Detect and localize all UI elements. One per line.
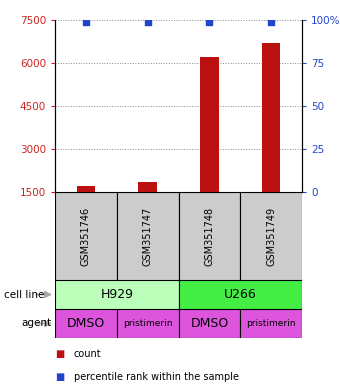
Text: pristimerin: pristimerin [123,319,172,328]
Bar [55,192,117,280]
Bar [76,186,95,235]
Text: GSM351749: GSM351749 [266,207,276,266]
Bar [240,192,302,280]
Text: count: count [74,349,101,359]
Text: percentile rank within the sample: percentile rank within the sample [74,372,239,382]
Text: cell line: cell line [4,290,45,300]
Text: GSM351746: GSM351746 [81,207,91,266]
Text: pristimerin: pristimerin [246,319,296,328]
Bar [117,309,178,338]
Point [207,19,212,25]
Text: U266: U266 [224,288,257,301]
Text: agent: agent [21,318,52,328]
Bar [55,309,117,338]
Text: GSM351747: GSM351747 [142,206,153,266]
Text: ■: ■ [55,349,64,359]
Point [268,19,274,25]
Point [83,19,89,25]
Text: DMSO: DMSO [190,317,228,330]
Bar [200,57,219,235]
Bar [117,192,178,280]
Bar [178,192,240,280]
Text: GSM351748: GSM351748 [204,207,215,266]
Text: ■: ■ [55,372,64,382]
Bar [138,182,157,235]
Bar [240,309,302,338]
Point [145,19,150,25]
Bar [178,280,302,309]
Text: H929: H929 [100,288,133,301]
Bar [178,309,240,338]
Text: DMSO: DMSO [67,317,105,330]
Bar [55,280,178,309]
Bar [262,43,280,235]
